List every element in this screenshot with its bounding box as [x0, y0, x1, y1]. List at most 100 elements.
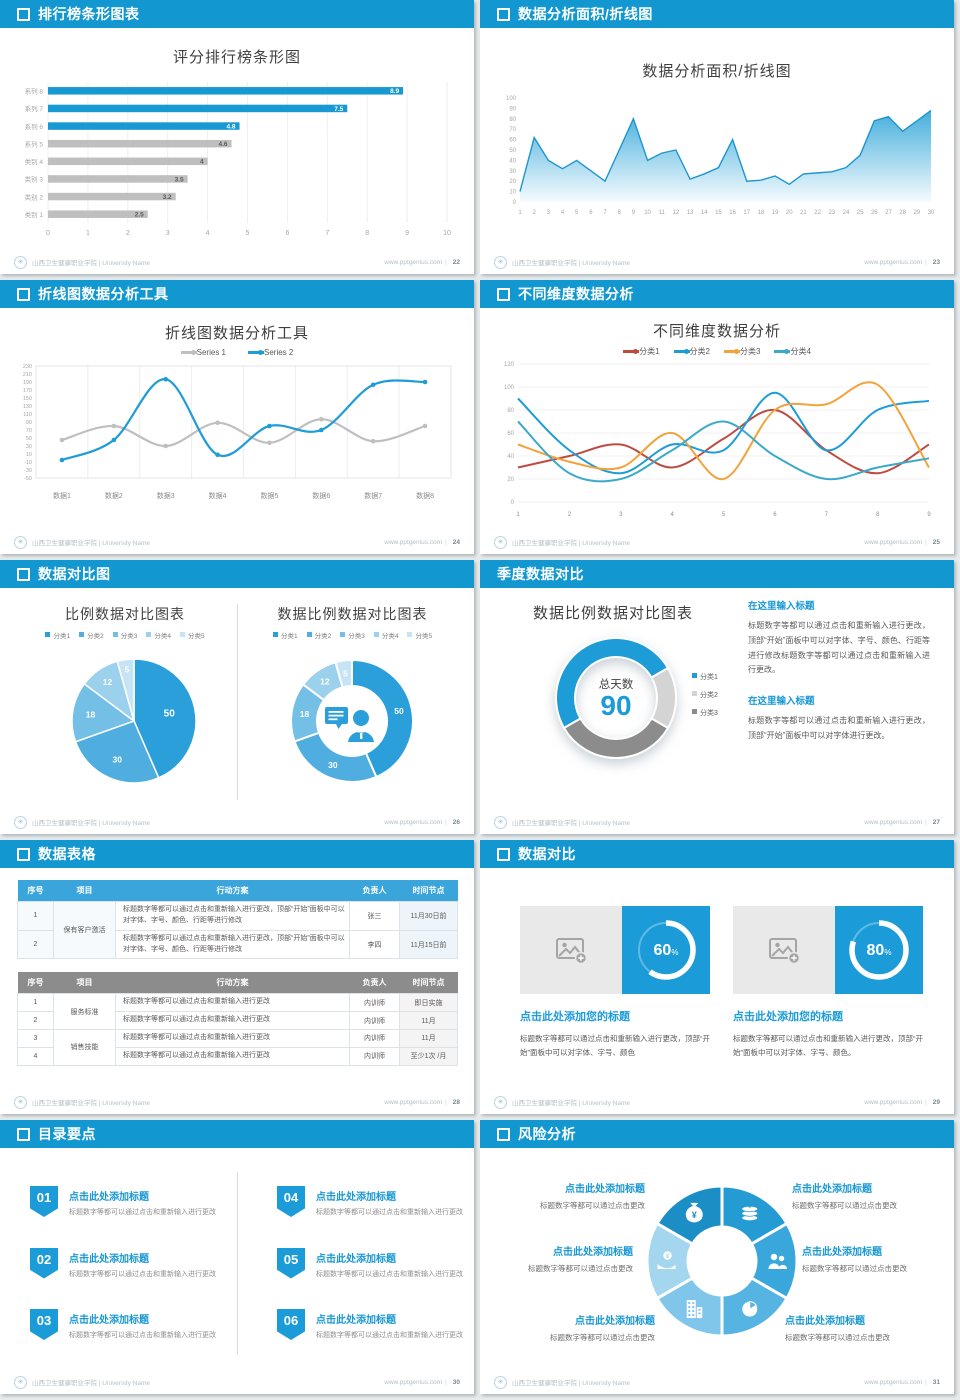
slide-title: 目录要点: [38, 1126, 96, 1142]
school-name: 山西卫生健康职业学院 | University Name: [512, 540, 630, 547]
pie-chart-icon: [742, 1301, 758, 1317]
slide-header: 不同维度数据分析: [480, 280, 954, 308]
risk-title: 点击此处添加标题: [785, 1316, 865, 1327]
legend-item: 分类4: [146, 630, 171, 640]
svg-text:100: 100: [506, 96, 517, 102]
svg-text:数据2: 数据2: [105, 491, 123, 500]
svg-text:16: 16: [729, 210, 736, 216]
svg-text:30: 30: [509, 169, 516, 175]
series-line: [517, 381, 930, 481]
bar: [48, 210, 148, 218]
page-number: 23: [932, 258, 940, 266]
school-name: 山西卫生健康职业学院 | University Name: [32, 540, 150, 547]
svg-text:3: 3: [547, 210, 551, 216]
comparison-card: 80% 点击此处添加您的标题 标题数字等都可以通过点击和重新输入进行更改，顶部“…: [733, 906, 923, 1059]
money-bag-icon: ¥: [685, 1202, 703, 1223]
toc-item: 03 点击此处添加标题 标题数字等都可以通过点击和重新输入进行更改: [30, 1309, 225, 1340]
table-row: 1 服务标准 标题数字等都可以通过点击和重新输入进行更改 内训师 即日实施: [17, 993, 458, 1031]
school-name: 山西卫生健康职业学院 | University Name: [512, 260, 630, 267]
svg-text:类别 1: 类别 1: [25, 210, 44, 219]
slide-title: 风险分析: [518, 1126, 576, 1142]
card-body: 标题数字等都可以通过点击和重新输入进行更改，顶部“开始”面板中可以对字体、字号、…: [733, 1034, 923, 1057]
toc-body: 标题数字等都可以通过点击和重新输入进行更改: [316, 1332, 463, 1339]
risk-body: 标题数字等都可以通过点击更改: [792, 1201, 897, 1210]
toc-item: 01 点击此处添加标题 标题数字等都可以通过点击和重新输入进行更改: [30, 1186, 225, 1217]
slide-header: 排行榜条形图表: [0, 0, 474, 28]
slide-data-tables[interactable]: 数据表格 序号 项目 行动方案 负责人 时间节点 1 保有客户激活 标题数字等都可以通过点击和…: [0, 840, 474, 1114]
page-number: 25: [932, 538, 940, 546]
school-logo-icon: ✳: [14, 1095, 27, 1109]
data-table: 序号 项目 行动方案 负责人 时间节点 1 保有客户激活 标题数字等都可以通过点击和重新输入进…: [17, 880, 458, 960]
svg-text:10: 10: [509, 190, 516, 196]
svg-text:40: 40: [507, 454, 514, 460]
svg-text:60: 60: [509, 138, 516, 144]
slide-title: 数据对比: [518, 846, 576, 862]
risk-body: 标题数字等都可以通过点击更改: [785, 1333, 890, 1342]
svg-text:系列 7: 系列 7: [25, 104, 44, 113]
block-title: 在这里输入标题: [748, 696, 815, 708]
slide-footer: ✳ 山西卫生健康职业学院 | University Name www.pptgen…: [0, 1370, 474, 1394]
svg-text:4.8: 4.8: [226, 123, 235, 130]
svg-text:210: 210: [23, 372, 32, 378]
svg-text:50: 50: [394, 706, 404, 716]
square-bullet-icon: [17, 1127, 30, 1141]
svg-text:4: 4: [200, 159, 204, 166]
slide-quarter-donut[interactable]: 季度数据对比 数据比例数据对比图表 总天数 90 分类1 分类2 分类3 在这里输入…: [480, 560, 954, 834]
slide-two-line-chart[interactable]: 折线图数据分析工具 折线图数据分析工具 Series 1 Series 2 230…: [0, 280, 474, 554]
slide-toc[interactable]: 目录要点 01 点击此处添加标题 标题数字等都可以通过点击和重新输入进行更改 02 点击…: [0, 1120, 474, 1394]
risk-body: 标题数字等都可以通过点击更改: [550, 1333, 655, 1342]
svg-text:150: 150: [23, 396, 32, 402]
svg-text:8: 8: [365, 230, 369, 237]
svg-text:数据3: 数据3: [157, 491, 175, 500]
risk-item: 点击此处添加标题 标题数字等都可以通过点击更改: [785, 1312, 935, 1343]
school-logo-icon: ✳: [494, 1095, 507, 1109]
legend-item: 分类1: [692, 672, 718, 682]
donut-segment: [334, 658, 353, 689]
slide-risk-analysis[interactable]: 风险分析 ¥ $ ¥ 点击此处添加标题 标题数字等都可以通过点击更改 点击此处添加标…: [480, 1120, 954, 1394]
svg-text:30: 30: [928, 210, 935, 216]
school-logo-icon: ✳: [14, 535, 27, 549]
slide-header: 数据对比: [480, 840, 954, 868]
slide-multi-line-chart[interactable]: 不同维度数据分析 不同维度数据分析 分类1 分类2 分类3 分类4 120 100 80 6…: [480, 280, 954, 554]
donut-segment: [650, 666, 677, 730]
site-url: www.pptgenius.com: [384, 1378, 443, 1386]
svg-text:3: 3: [619, 512, 623, 518]
toc-title: 点击此处添加标题: [69, 1192, 149, 1203]
slide-ranking-bar-chart[interactable]: 排行榜条形图表 评分排行榜条形图 0 1 2 3 4 5 6 7 8 9 10 8.9 系列 8 7.5 系…: [0, 0, 474, 274]
site-url: www.pptgenius.com: [864, 1378, 923, 1386]
svg-text:10: 10: [443, 230, 451, 237]
svg-text:30: 30: [113, 755, 123, 765]
number-badge: 04: [277, 1186, 305, 1217]
legend-item: 分类3: [692, 708, 718, 718]
toc-body: 标题数字等都可以通过点击和重新输入进行更改: [69, 1332, 216, 1339]
svg-text:17: 17: [743, 210, 750, 216]
risk-title: 点击此处添加标题: [575, 1316, 655, 1327]
slide-footer: ✳ 山西卫生健康职业学院 | University Name www.pptgen…: [0, 250, 474, 274]
svg-text:7: 7: [325, 230, 329, 237]
bar: [48, 192, 176, 201]
text-block: 在这里输入标题 标题数字等都可以通过点击和重新输入进行更改，顶部“开始”面板中可…: [748, 693, 930, 744]
site-url: www.pptgenius.com: [384, 258, 443, 266]
slide-area-chart[interactable]: 数据分析面积/折线图 数据分析面积/折线图 0 10 20 30 40 50 60 70 80 9…: [480, 0, 954, 274]
svg-text:2: 2: [126, 230, 130, 237]
slide-header: 数据分析面积/折线图: [480, 0, 954, 28]
number-badge: 02: [30, 1247, 58, 1279]
pie-chart: 50 30 18 12 5: [71, 658, 197, 784]
bar: [48, 139, 232, 148]
slide-progress-comparison[interactable]: 数据对比 60% 点击此处添加您的标题: [480, 840, 954, 1114]
text-block: 在这里输入标题 标题数字等都可以通过点击和重新输入进行更改，顶部“开始”面板中可…: [748, 598, 930, 678]
page-number: 26: [452, 818, 460, 826]
svg-text:6: 6: [589, 210, 593, 216]
column-header: 行动方案: [115, 972, 350, 994]
slide-pie-comparison[interactable]: 数据对比图 比例数据对比图表 数据比例数据对比图表 分类1 分类2 分类3 分类4 分类…: [0, 560, 474, 834]
svg-text:230: 230: [23, 364, 32, 370]
svg-text:9: 9: [927, 512, 931, 518]
slide-title: 数据对比图: [38, 566, 111, 582]
donut-legend: 分类1 分类2 分类3 分类4 分类5: [240, 630, 465, 640]
slide-footer: ✳ 山西卫生健康职业学院 | University Name www.pptgen…: [0, 1090, 474, 1114]
chart-title: 数据分析面积/折线图: [642, 63, 792, 80]
svg-text:4: 4: [670, 512, 674, 518]
pie-slice: [133, 658, 197, 779]
svg-text:21: 21: [800, 210, 807, 216]
